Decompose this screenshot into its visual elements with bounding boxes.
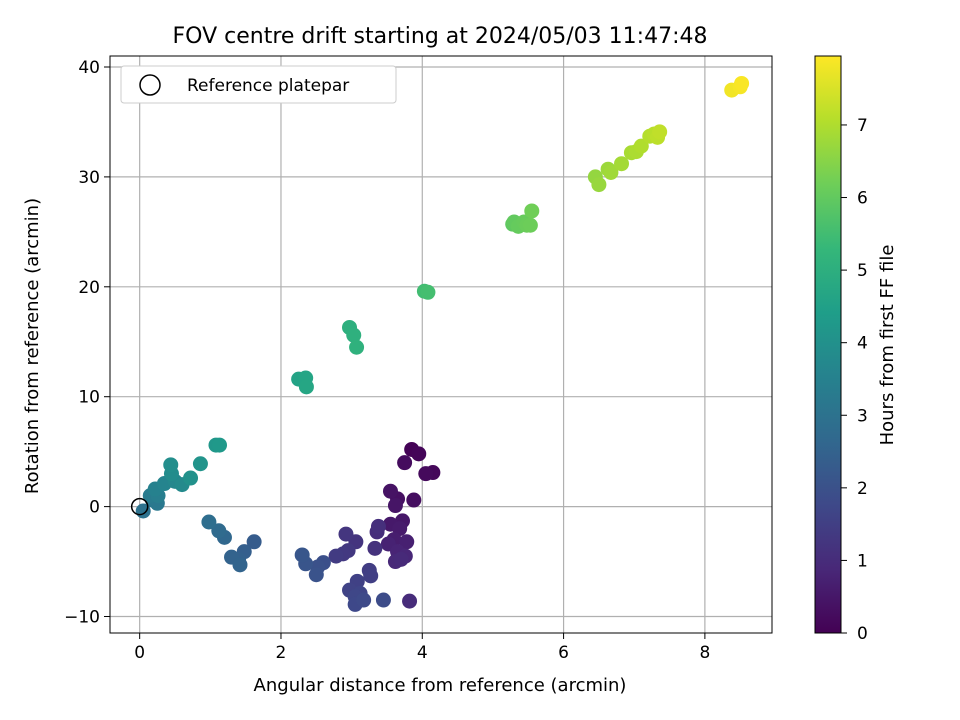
x-tick-label: 2 bbox=[276, 643, 287, 663]
data-point bbox=[375, 592, 391, 608]
data-point bbox=[734, 75, 750, 91]
x-tick-label: 0 bbox=[134, 643, 145, 663]
x-axis-ticks: 0 2 4 6 8 bbox=[134, 633, 710, 663]
chart-title: FOV centre drift starting at 2024/05/03 … bbox=[173, 24, 708, 49]
colorbar-tick-label: 0 bbox=[857, 624, 868, 644]
data-point bbox=[382, 483, 398, 499]
y-axis-label: Rotation from reference (arcmin) bbox=[22, 198, 43, 494]
colorbar-gradient bbox=[814, 55, 842, 634]
legend: Reference platepar bbox=[120, 65, 397, 104]
data-point bbox=[603, 164, 619, 180]
data-point bbox=[633, 138, 649, 154]
x-tick-label: 6 bbox=[558, 643, 569, 663]
data-point bbox=[367, 540, 383, 556]
data-point bbox=[346, 327, 362, 343]
data-point bbox=[328, 548, 344, 564]
data-point bbox=[399, 534, 415, 550]
legend-marker-reference bbox=[139, 74, 161, 96]
data-point bbox=[524, 203, 540, 219]
data-point bbox=[402, 593, 418, 609]
data-point bbox=[363, 568, 379, 584]
data-points bbox=[135, 75, 750, 612]
y-tick-label: 30 bbox=[78, 168, 100, 188]
x-tick-label: 4 bbox=[417, 643, 428, 663]
data-point bbox=[163, 457, 179, 473]
data-point bbox=[614, 156, 630, 172]
colorbar-tick-label: 6 bbox=[857, 189, 868, 209]
colorbar-tick-label: 5 bbox=[857, 261, 868, 281]
data-point bbox=[356, 592, 372, 608]
data-point bbox=[246, 534, 262, 550]
legend-entry-reference: Reference platepar bbox=[187, 76, 349, 96]
colorbar-label: Hours from first FF file bbox=[877, 245, 898, 446]
data-point bbox=[338, 526, 354, 542]
data-point bbox=[387, 498, 403, 514]
data-point bbox=[411, 446, 427, 462]
y-axis-ticks: −10 0 10 20 30 40 bbox=[64, 58, 110, 628]
data-point bbox=[406, 492, 422, 508]
y-tick-label: 10 bbox=[78, 388, 100, 408]
data-point bbox=[308, 567, 324, 583]
y-tick-label: −10 bbox=[64, 608, 100, 628]
x-tick-label: 8 bbox=[699, 643, 710, 663]
data-point bbox=[591, 177, 607, 193]
colorbar-tick-label: 7 bbox=[857, 116, 868, 136]
y-tick-label: 40 bbox=[78, 58, 100, 78]
data-point bbox=[212, 437, 228, 453]
colorbar-tick-label: 3 bbox=[857, 406, 868, 426]
data-point bbox=[232, 557, 248, 573]
data-point bbox=[393, 551, 409, 567]
y-tick-label: 20 bbox=[78, 278, 100, 298]
data-point bbox=[192, 456, 208, 472]
data-point bbox=[418, 466, 434, 482]
data-point bbox=[294, 547, 310, 563]
data-point bbox=[652, 124, 668, 140]
plot-area bbox=[110, 56, 772, 633]
data-point bbox=[201, 514, 217, 530]
colorbar: 0 1 2 3 4 5 6 7 Hours from first FF file bbox=[814, 55, 898, 644]
data-point bbox=[420, 284, 436, 300]
data-point bbox=[298, 379, 314, 395]
colorbar-tick-label: 1 bbox=[857, 551, 868, 571]
colorbar-tick-label: 2 bbox=[857, 479, 868, 499]
data-point bbox=[349, 339, 365, 355]
x-axis-label: Angular distance from reference (arcmin) bbox=[254, 675, 627, 696]
reference-platepar-marker bbox=[130, 497, 149, 516]
data-point bbox=[370, 518, 386, 534]
data-point bbox=[397, 455, 413, 471]
data-point bbox=[211, 523, 227, 539]
colorbar-ticks: 0 1 2 3 4 5 6 7 bbox=[841, 116, 868, 644]
legend-box bbox=[120, 65, 397, 104]
plot-border bbox=[109, 55, 773, 634]
colorbar-tick-label: 4 bbox=[857, 334, 868, 354]
y-tick-label: 0 bbox=[89, 498, 100, 518]
data-point bbox=[522, 217, 538, 233]
data-point bbox=[183, 470, 199, 486]
